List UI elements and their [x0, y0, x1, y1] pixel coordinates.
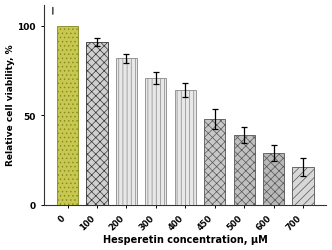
Bar — [175, 91, 196, 205]
Bar — [234, 136, 255, 205]
Bar — [292, 168, 314, 205]
Bar — [116, 59, 137, 205]
Bar — [57, 27, 78, 205]
Bar — [86, 43, 108, 205]
Bar — [204, 120, 225, 205]
Bar — [263, 153, 284, 205]
X-axis label: Hesperetin concentration, μM: Hesperetin concentration, μM — [103, 234, 268, 244]
Y-axis label: Relative cell viability, %: Relative cell viability, % — [6, 44, 15, 166]
Bar — [145, 78, 166, 205]
